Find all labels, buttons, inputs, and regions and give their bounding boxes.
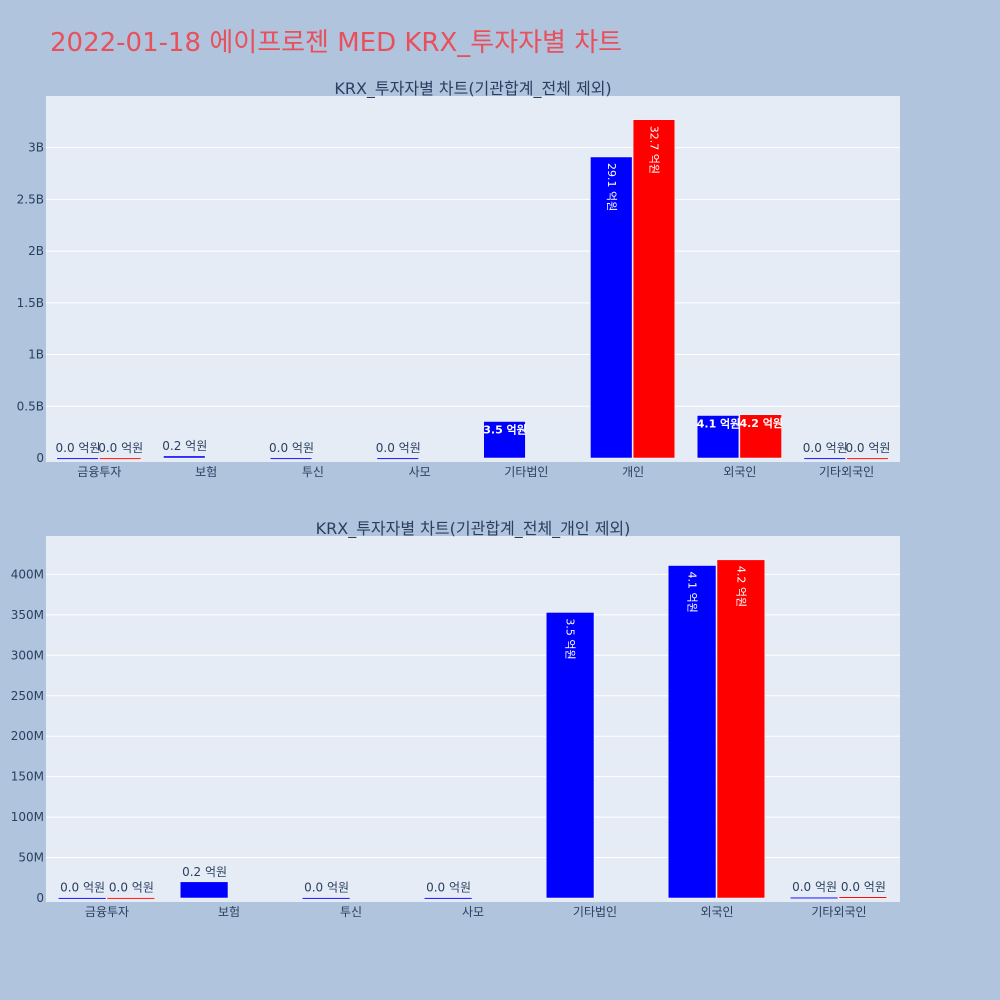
- y-tick-label: 150M: [11, 770, 44, 784]
- bar: [846, 457, 889, 460]
- x-tick-label: 금융투자: [77, 465, 121, 479]
- bar: [483, 421, 526, 459]
- bar-label: 0.0 억원: [841, 880, 886, 894]
- chart-2: 0 50M 100M 150M 200M 250M 300M 350M 400M KRX_투자자별…: [11, 519, 900, 919]
- bar-label: 0.0 억원: [269, 441, 314, 455]
- bar: [423, 897, 473, 900]
- bar: [838, 896, 888, 899]
- x-tick-label: 기타법인: [573, 905, 617, 919]
- x-tick-label: 보험: [195, 465, 217, 479]
- bar: [632, 119, 676, 459]
- bar: [716, 559, 766, 899]
- y-tick-label: 1.5B: [17, 296, 44, 310]
- bar: [803, 457, 846, 460]
- bar-label: 4.1 억원: [686, 572, 699, 613]
- bar-label: 29.1 억원: [605, 163, 618, 211]
- y-tick-label: 0.5B: [17, 399, 44, 413]
- y-tick-label: 2.5B: [17, 192, 44, 206]
- x-tick-label: 외국인: [723, 465, 756, 479]
- x-tick-label: 사모: [409, 465, 431, 479]
- bar-label: 0.0 억원: [845, 441, 890, 455]
- x-tick-label: 외국인: [700, 905, 733, 919]
- bar-label: 0.0 억원: [803, 441, 848, 455]
- bar-label: 0.0 억원: [426, 881, 471, 895]
- bar: [56, 457, 99, 460]
- bar: [99, 457, 142, 460]
- bar-label: 0.0 억원: [56, 441, 101, 455]
- bar-label: 3.5 억원: [483, 422, 527, 436]
- bar-label: 0.0 억원: [304, 881, 349, 895]
- x-tick-label: 개인: [622, 465, 644, 479]
- x-tick-label: 사모: [462, 905, 484, 919]
- bar-label: 0.2 억원: [162, 439, 207, 453]
- y-tick-label: 300M: [11, 648, 44, 662]
- y-tick-label: 200M: [11, 729, 44, 743]
- bar-label: 32.7 억원: [647, 126, 660, 174]
- y-tick-label: 50M: [18, 851, 44, 865]
- chart-title: KRX_투자자별 차트(기관합계_전체 제외): [334, 79, 611, 99]
- bar-label: 0.0 억원: [376, 441, 421, 455]
- chart-title: KRX_투자자별 차트(기관합계_전체_개인 제외): [316, 519, 631, 539]
- bar: [667, 565, 717, 899]
- bar: [163, 455, 206, 459]
- plot-area: [46, 96, 900, 462]
- bar-label: 0.0 억원: [109, 881, 154, 895]
- bar: [789, 896, 839, 899]
- bar: [696, 415, 740, 459]
- bar: [739, 414, 782, 459]
- bar: [179, 881, 229, 899]
- x-tick-label: 투신: [340, 905, 362, 919]
- page-title: 2022-01-18 에이프로젠 MED KRX_투자자별 차트: [50, 28, 623, 58]
- plot-area: [46, 536, 900, 902]
- chart-1: 0 0.5B 1B 1.5B 2B 2.5B 3B KRX_투자자별 차트(기관합계_전체 제…: [17, 79, 900, 479]
- bar-label: 4.2 억원: [734, 566, 747, 607]
- y-tick-label: 350M: [11, 608, 44, 622]
- bar: [106, 897, 156, 900]
- x-tick-label: 기타외국인: [811, 905, 866, 919]
- x-tick-label: 투신: [302, 465, 324, 479]
- y-tick-label: 2B: [28, 244, 44, 258]
- bar: [590, 156, 633, 459]
- y-tick-label: 0: [36, 451, 44, 465]
- x-tick-label: 금융투자: [85, 905, 129, 919]
- bar-label: 0.0 억원: [792, 880, 837, 894]
- y-tick-label: 100M: [11, 810, 44, 824]
- bar-label: 0.0 억원: [60, 881, 105, 895]
- y-tick-label: 0: [36, 891, 44, 905]
- x-tick-label: 보험: [218, 905, 240, 919]
- bar-label: 3.5 억원: [564, 618, 577, 659]
- bar-label: 4.1 억원: [697, 416, 741, 430]
- y-tick-label: 250M: [11, 689, 44, 703]
- x-tick-label: 기타법인: [504, 465, 548, 479]
- bar: [376, 457, 419, 460]
- y-tick-label: 1B: [28, 348, 44, 362]
- bar-label: 4.2 억원: [739, 416, 783, 430]
- bar: [301, 897, 351, 900]
- y-tick-label: 400M: [11, 567, 44, 581]
- bar-label: 0.0 억원: [98, 441, 143, 455]
- bar: [269, 457, 313, 460]
- bar-label: 0.2 억원: [182, 865, 227, 879]
- x-tick-label: 기타외국인: [819, 465, 874, 479]
- bar: [57, 897, 107, 900]
- y-tick-label: 3B: [28, 141, 44, 155]
- bar: [545, 612, 595, 899]
